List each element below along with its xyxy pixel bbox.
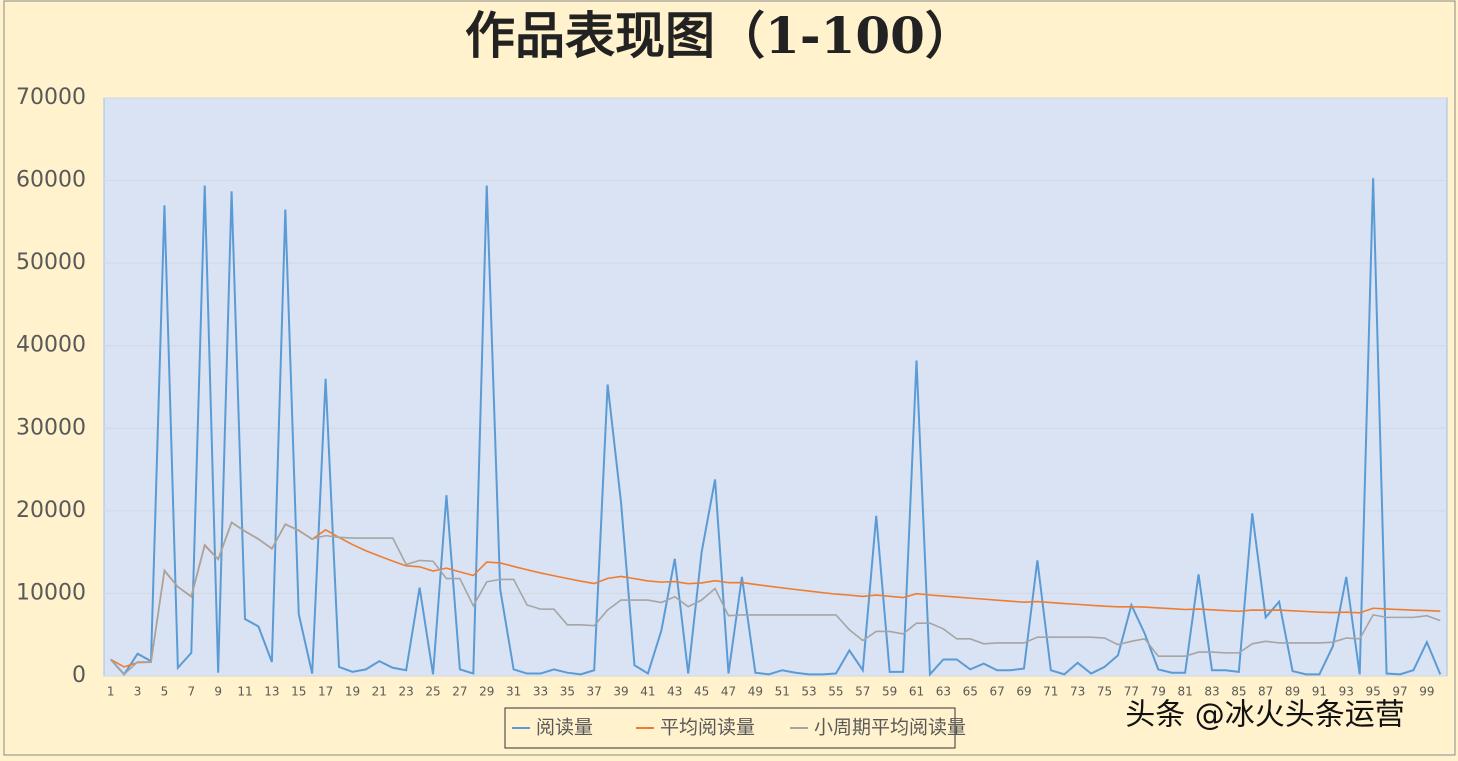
x-tick-label: 29 [479, 685, 494, 699]
x-tick-label: 49 [748, 685, 763, 699]
x-tick-label: 77 [1124, 685, 1139, 699]
x-tick-label: 83 [1204, 685, 1219, 699]
x-tick-label: 15 [291, 685, 306, 699]
x-tick-label: 11 [237, 685, 252, 699]
series-line [109, 178, 1442, 677]
x-tick-label: 25 [425, 685, 440, 699]
x-tick-label: 71 [1043, 685, 1058, 699]
x-tick-label: 9 [214, 685, 222, 699]
x-tick-label: 53 [801, 685, 816, 699]
x-tick-label: 61 [909, 685, 924, 699]
x-tick-label: 39 [613, 685, 628, 699]
x-tick-label: 55 [828, 685, 843, 699]
x-tick-label: 19 [345, 685, 360, 699]
x-tick-label: 79 [1151, 685, 1166, 699]
plot-area [103, 97, 1448, 677]
watermark: 头条 @冰火头条运营 [1125, 698, 1405, 733]
x-tick-label: 95 [1365, 685, 1380, 699]
y-tick-label: 50000 [16, 250, 86, 275]
x-tick-label: 3 [134, 685, 142, 699]
legend-label: 平均阅读量 [660, 717, 755, 739]
x-tick-label: 89 [1285, 685, 1300, 699]
x-tick-label: 27 [452, 685, 467, 699]
x-tick-label: 91 [1312, 685, 1327, 699]
x-tick-label: 1 [107, 685, 115, 699]
x-tick-label: 43 [667, 685, 682, 699]
x-tick-label: 13 [264, 685, 279, 699]
series-line [110, 521, 1441, 668]
x-tick-label: 45 [694, 685, 709, 699]
y-tick-label: 10000 [16, 580, 86, 605]
x-tick-label: 51 [775, 685, 790, 699]
x-tick-label: 63 [936, 685, 951, 699]
chart-title: 作品表现图（1-100） [465, 6, 975, 65]
x-tick-label: 23 [399, 685, 414, 699]
y-tick-label: 30000 [16, 415, 86, 440]
x-tick-label: 17 [318, 685, 333, 699]
y-tick-label: 70000 [16, 85, 86, 110]
x-tick-label: 67 [989, 685, 1004, 699]
x-tick-label: 99 [1419, 685, 1434, 699]
series-line [110, 521, 1441, 676]
x-tick-label: 35 [560, 685, 575, 699]
x-tick-label: 7 [187, 685, 195, 699]
y-tick-label: 0 [72, 663, 86, 688]
y-tick-label: 40000 [16, 333, 86, 358]
x-tick-label: 33 [533, 685, 548, 699]
x-tick-label: 73 [1070, 685, 1085, 699]
x-tick-label: 65 [963, 685, 978, 699]
x-tick-label: 69 [1016, 685, 1031, 699]
x-tick-label: 57 [855, 685, 870, 699]
legend-label: 阅读量 [536, 717, 593, 739]
x-tick-label: 21 [372, 685, 387, 699]
legend-box [504, 707, 956, 749]
x-tick-label: 97 [1392, 685, 1407, 699]
legend-label: 小周期平均阅读量 [814, 717, 966, 739]
y-tick-label: 60000 [16, 168, 86, 193]
x-tick-label: 5 [161, 685, 169, 699]
x-tick-label: 41 [640, 685, 655, 699]
x-tick-label: 85 [1231, 685, 1246, 699]
x-tick-label: 87 [1258, 685, 1273, 699]
x-tick-label: 31 [506, 685, 521, 699]
x-tick-label: 93 [1339, 685, 1354, 699]
x-tick-label: 81 [1177, 685, 1192, 699]
x-tick-label: 47 [721, 685, 736, 699]
y-tick-label: 20000 [16, 498, 86, 523]
x-tick-label: 75 [1097, 685, 1112, 699]
x-tick-label: 59 [882, 685, 897, 699]
x-tick-label: 37 [587, 685, 602, 699]
